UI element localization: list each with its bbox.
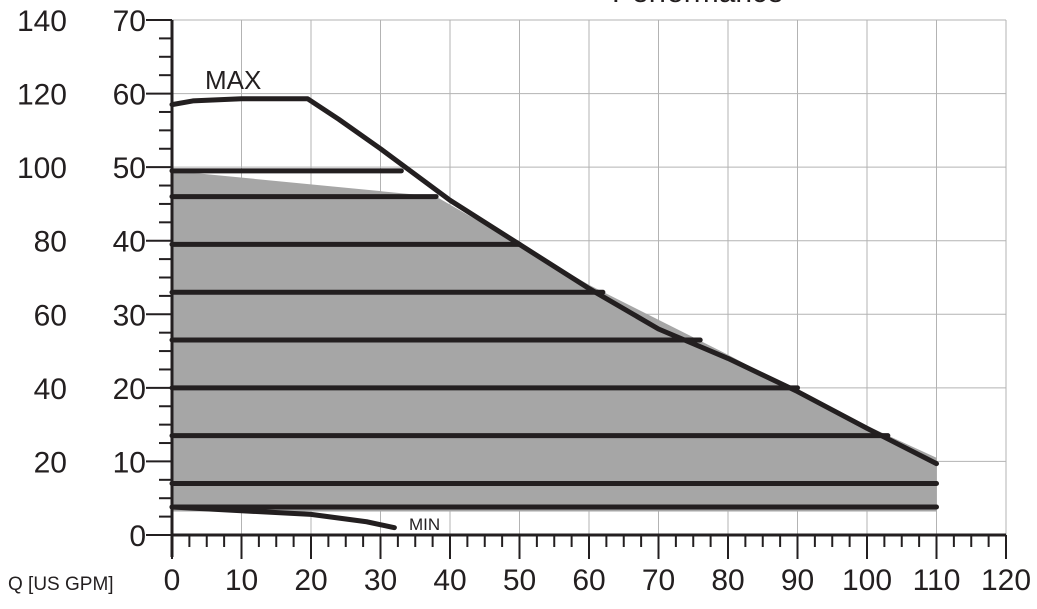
x-tick-label: 70: [642, 564, 675, 597]
y-tick-label-outer: 140: [17, 5, 67, 38]
axes: [146, 19, 1007, 559]
y-tick-label-outer: 60: [34, 299, 67, 332]
y-tick-label-inner: 30: [113, 299, 146, 332]
x-tick-label: 30: [364, 564, 397, 597]
x-tick-label: 10: [225, 564, 258, 597]
x-axis-labels: 0 10 20 30 40 50 60 70 80 90 100 110 120: [164, 564, 1031, 597]
y-tick-label-outer: 20: [34, 446, 67, 479]
y-tick-label-inner: 70: [113, 5, 146, 38]
y-tick-label-outer: 120: [17, 79, 67, 112]
min-curve-label: MIN: [409, 515, 440, 534]
x-tick-label: 40: [433, 564, 466, 597]
chart-title: Performance: [612, 0, 784, 9]
x-axis-unit-label: Q [US GPM]: [8, 574, 114, 595]
y-tick-label-outer: 80: [34, 226, 67, 259]
x-tick-label: 90: [781, 564, 814, 597]
x-tick-label: 120: [981, 564, 1031, 597]
x-tick-label: 0: [164, 564, 181, 597]
y-tick-label-inner: 40: [113, 226, 146, 259]
x-tick-label: 50: [503, 564, 536, 597]
y-tick-label-inner: 10: [113, 446, 146, 479]
y-axis-inner-labels: 0 10 20 30 40 50 60 70: [113, 5, 146, 553]
y-axis-outer-labels: 20 40 60 80 100 120 140: [17, 5, 67, 479]
curves: [169, 96, 939, 531]
x-tick-label: 60: [572, 564, 605, 597]
x-tick-label: 20: [294, 564, 327, 597]
y-tick-label-inner: 50: [113, 152, 146, 185]
y-tick-label-outer: 100: [17, 152, 67, 185]
y-tick-label-outer: 40: [34, 373, 67, 406]
max-curve-label: MAX: [205, 65, 261, 95]
x-tick-label: 80: [711, 564, 744, 597]
x-tick-label: 100: [842, 564, 892, 597]
y-tick-label-inner: 60: [113, 79, 146, 112]
y-tick-label-inner: 0: [129, 520, 146, 553]
y-tick-label-inner: 20: [113, 373, 146, 406]
x-tick-label: 110: [913, 564, 961, 597]
